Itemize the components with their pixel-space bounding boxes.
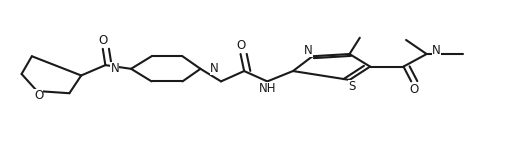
Text: N: N [210, 62, 218, 75]
Text: S: S [348, 80, 356, 93]
Text: O: O [409, 83, 418, 96]
Text: O: O [34, 89, 43, 102]
Text: N: N [432, 44, 440, 57]
Text: O: O [98, 34, 107, 47]
Text: N: N [304, 44, 313, 57]
Text: O: O [236, 39, 245, 52]
Text: NH: NH [259, 82, 276, 95]
Text: N: N [111, 62, 119, 75]
